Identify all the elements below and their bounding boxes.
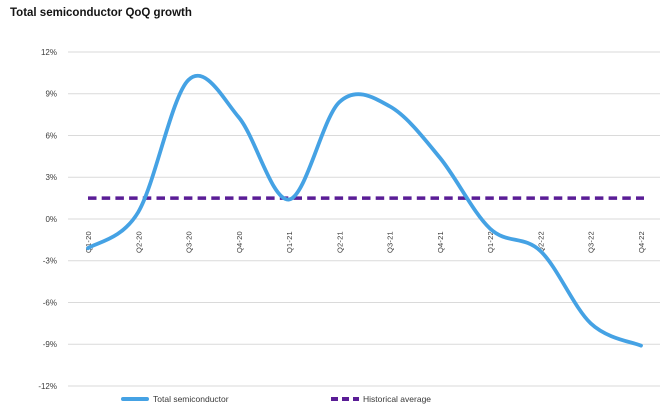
x-axis-tick-label: Q3-21 [386,231,395,253]
solid-line-swatch-icon [121,397,149,401]
legend-label-historical-average: Historical average [363,394,432,404]
y-axis-tick-label: -12% [38,382,57,391]
x-axis-tick-label: Q1-22 [486,231,495,253]
x-axis-tick-label: Q3-22 [587,231,596,253]
x-axis-tick-label: Q3-20 [185,231,194,253]
y-axis-tick-label: -9% [43,340,57,349]
x-axis-tick-label: Q2-22 [536,231,545,253]
x-axis-tick-label: Q4-20 [235,231,244,253]
x-axis-tick-label: Q4-21 [436,231,445,253]
y-axis-tick-label: 0% [45,215,57,224]
y-axis-tick-label: 3% [45,173,57,182]
x-axis-tick-label: Q1-21 [285,231,294,253]
total-semiconductor-line [86,73,643,348]
legend-item-historical-average: Historical average [331,391,431,407]
x-axis-tick-label: Q1-20 [84,231,93,253]
legend-item-total-semiconductor: Total semiconductor [121,391,229,407]
y-axis-tick-label: -3% [43,257,57,266]
y-axis-tick-label: 6% [45,131,57,140]
legend: Total semiconductor Historical average [0,391,667,411]
x-axis-tick-label: Q4-22 [637,231,646,253]
dashed-line-swatch-icon [331,397,359,401]
y-axis-tick-label: 12% [41,48,57,57]
y-axis-tick-label: -6% [43,298,57,307]
y-axis-tick-label: 9% [45,90,57,99]
x-axis-tick-label: Q2-21 [335,231,344,253]
x-axis-tick-label: Q2-20 [134,231,143,253]
legend-label-total-semiconductor: Total semiconductor [153,394,229,404]
chart-title: Total semiconductor QoQ growth [10,7,192,19]
